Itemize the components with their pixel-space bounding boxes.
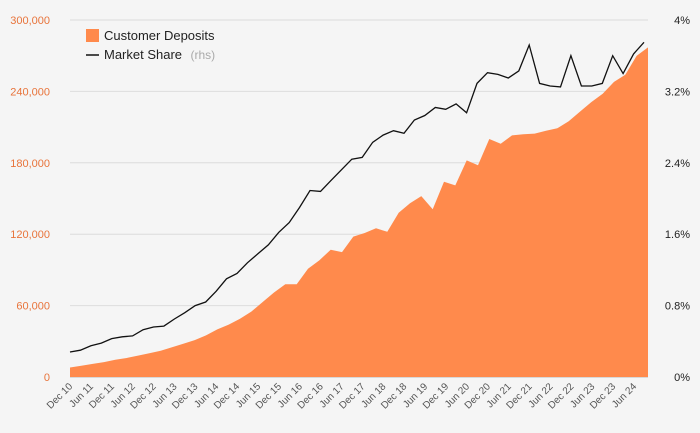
left-tick-label: 0 [44, 372, 50, 384]
right-tick-label: 0.8% [665, 301, 690, 313]
legend-share-label: Market Share (rhs) [104, 46, 215, 63]
x-tick-label: Dec 10 [45, 381, 75, 411]
left-axis-ticks: 0 60,000 120,000 180,000 240,000 300,000 [10, 15, 50, 384]
legend: Customer Deposits Market Share (rhs) [86, 28, 215, 63]
deposits-area-layer [70, 47, 648, 378]
left-tick-label: 300,000 [10, 15, 50, 27]
left-tick-label: 60,000 [16, 301, 50, 313]
right-tick-label: 0% [674, 372, 690, 384]
left-tick-label: 240,000 [10, 86, 50, 98]
market-share-line-layer [69, 41, 645, 353]
right-tick-label: 4% [674, 15, 690, 27]
legend-deposits-label: Customer Deposits [104, 28, 215, 43]
right-tick-label: 3.2% [665, 86, 690, 98]
deposits-area [70, 47, 648, 378]
legend-share-name: Market Share [104, 47, 182, 62]
left-tick-label: 120,000 [10, 229, 50, 241]
left-tick-label: 180,000 [10, 158, 50, 170]
market-share-line [69, 41, 645, 353]
right-axis-ticks: 0% 0.8% 1.6% 2.4% 3.2% 4% [665, 15, 690, 384]
right-tick-label: 1.6% [665, 229, 690, 241]
legend-share-suffix: (rhs) [191, 48, 216, 62]
legend-deposits-swatch [86, 29, 99, 42]
right-tick-label: 2.4% [665, 158, 690, 170]
